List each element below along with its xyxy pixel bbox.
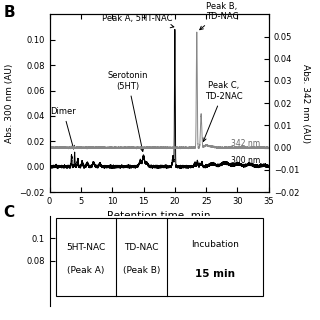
Text: C: C bbox=[3, 205, 14, 220]
Y-axis label: Abs. 342 nm (AU): Abs. 342 nm (AU) bbox=[301, 64, 310, 143]
Text: (Peak A): (Peak A) bbox=[67, 266, 105, 275]
Text: Incubation: Incubation bbox=[191, 240, 239, 249]
Text: (Peak B): (Peak B) bbox=[123, 266, 160, 275]
X-axis label: Retention time, min: Retention time, min bbox=[108, 212, 211, 221]
Text: 342 nm: 342 nm bbox=[231, 139, 260, 148]
Text: Dimer: Dimer bbox=[51, 107, 76, 149]
Text: Peak C,
TD-2NAC: Peak C, TD-2NAC bbox=[203, 81, 243, 141]
Text: 5HT-NAC: 5HT-NAC bbox=[66, 244, 106, 252]
Text: 300 nm: 300 nm bbox=[231, 156, 260, 165]
Text: TD-NAC: TD-NAC bbox=[124, 244, 159, 252]
Text: Peak B,
TD-NAC: Peak B, TD-NAC bbox=[200, 2, 238, 30]
Text: Peak A, 5HT-NAC: Peak A, 5HT-NAC bbox=[102, 14, 174, 28]
Bar bbox=[56, 218, 262, 296]
Text: Serotonin
(5HT): Serotonin (5HT) bbox=[108, 71, 148, 151]
Y-axis label: Abs. 300 nm (AU): Abs. 300 nm (AU) bbox=[5, 63, 14, 143]
Text: 15 min: 15 min bbox=[195, 269, 235, 279]
Text: B: B bbox=[3, 5, 15, 20]
